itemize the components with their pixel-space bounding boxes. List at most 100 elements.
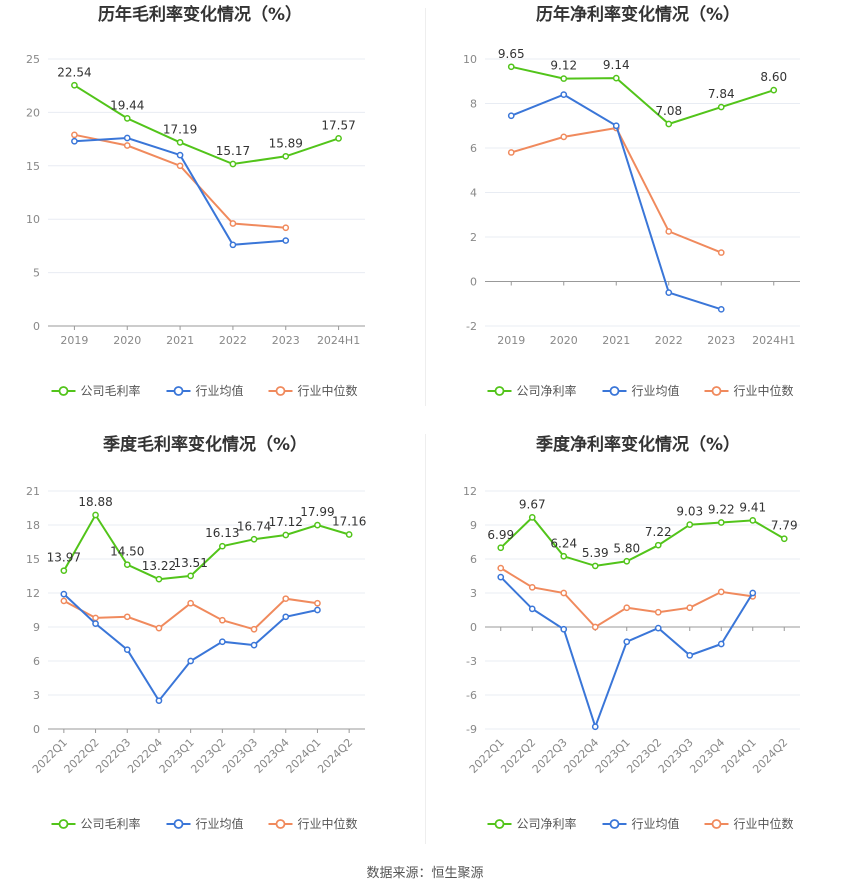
- data-point: [717, 249, 725, 256]
- data-point: [591, 623, 599, 631]
- y-tick-label: 0: [470, 276, 477, 289]
- data-point: [219, 542, 226, 550]
- data-label: 13.51: [173, 556, 207, 570]
- y-tick-label: 15: [26, 160, 40, 173]
- data-label: 9.41: [739, 500, 766, 514]
- data-point: [686, 604, 694, 612]
- legend-label: 公司净利率: [517, 383, 577, 398]
- data-point: [71, 81, 78, 89]
- y-tick-label: 0: [470, 621, 477, 634]
- data-point: [654, 541, 662, 549]
- legend-marker-icon: [173, 819, 184, 829]
- data-point: [123, 134, 131, 142]
- x-tick-label: 2024H1: [317, 334, 360, 347]
- y-tick-label: 6: [470, 142, 477, 155]
- data-label: 16.74: [237, 519, 271, 533]
- chart-title: 季度净利率变化情况（%）: [536, 434, 740, 455]
- y-tick-label: -9: [466, 723, 477, 736]
- data-point: [507, 112, 515, 120]
- data-point: [717, 305, 725, 313]
- y-tick-label: 0: [33, 320, 40, 333]
- data-point: [155, 575, 163, 583]
- series-line: [511, 65, 775, 126]
- data-label: 7.84: [708, 87, 735, 101]
- legend-item: 公司净利率: [487, 816, 577, 831]
- data-point: [282, 224, 290, 232]
- data-point: [187, 657, 194, 665]
- x-tick-label: 2024Q2: [315, 736, 355, 776]
- data-point: [92, 620, 99, 627]
- vertical-divider-top: [425, 8, 426, 406]
- y-tick-label: 9: [470, 519, 477, 532]
- data-point: [507, 149, 515, 156]
- data-point: [176, 151, 184, 159]
- series-line: [500, 515, 785, 567]
- data-point: [717, 588, 725, 596]
- data-point: [60, 567, 68, 575]
- data-point: [623, 638, 631, 646]
- data-point: [497, 573, 505, 581]
- data-label: 15.89: [269, 136, 303, 150]
- data-point: [717, 640, 725, 648]
- legend-label: 行业中位数: [734, 816, 794, 831]
- data-label: 22.54: [57, 65, 91, 79]
- data-point: [623, 557, 631, 565]
- data-point: [123, 561, 131, 569]
- data-point: [686, 651, 694, 659]
- data-point: [219, 616, 226, 624]
- data-point: [229, 241, 237, 249]
- x-tick-label: 2024Q2: [750, 736, 790, 776]
- chart-title: 季度毛利率变化情况（%）: [103, 434, 307, 455]
- legend-label: 行业中位数: [734, 383, 794, 398]
- data-label: 5.80: [613, 541, 640, 555]
- y-tick-label: 10: [463, 53, 477, 66]
- data-point: [560, 91, 568, 98]
- data-point: [282, 595, 290, 603]
- data-point: [250, 535, 258, 543]
- y-tick-label: 10: [26, 213, 40, 226]
- y-tick-label: -2: [466, 320, 477, 333]
- data-point: [560, 589, 568, 597]
- x-tick-label: 2021: [602, 334, 630, 347]
- chart-4: 季度净利率变化情况（%）-9-6-30369122022Q12022Q22022…: [463, 434, 800, 831]
- series-line: [73, 84, 339, 166]
- data-label: 15.17: [216, 144, 250, 158]
- legend-marker-icon: [609, 819, 620, 829]
- y-tick-label: 8: [470, 98, 477, 111]
- data-label: 9.14: [603, 58, 630, 72]
- series-line: [500, 567, 753, 629]
- chart-title: 历年毛利率变化情况（%）: [98, 4, 302, 25]
- data-point: [560, 75, 568, 82]
- legend-item: 行业中位数: [704, 816, 794, 831]
- legend-item: 行业中位数: [704, 383, 794, 398]
- y-tick-label: 0: [33, 723, 40, 736]
- data-label: 9.12: [550, 59, 577, 73]
- data-label: 17.99: [300, 505, 334, 519]
- legend-marker-icon: [494, 819, 505, 829]
- data-point: [335, 135, 342, 142]
- data-source-label: 数据来源：恒生聚源: [366, 866, 484, 881]
- data-label: 7.22: [645, 525, 672, 539]
- data-point: [665, 120, 673, 128]
- data-label: 16.13: [205, 526, 239, 540]
- data-point: [250, 625, 258, 633]
- series-line: [74, 133, 286, 229]
- legend-label: 公司毛利率: [81, 383, 141, 398]
- legend-marker-icon: [711, 386, 722, 396]
- data-label: 19.44: [110, 98, 144, 112]
- legend-item: 行业均值: [166, 816, 244, 831]
- data-point: [560, 133, 568, 141]
- data-point: [219, 638, 226, 646]
- vertical-divider-bottom: [425, 434, 426, 844]
- data-point: [123, 646, 131, 654]
- data-point: [665, 289, 673, 296]
- data-label: 9.67: [519, 497, 546, 511]
- data-label: 18.88: [78, 495, 112, 509]
- data-point: [187, 599, 194, 607]
- data-label: 8.60: [760, 70, 787, 84]
- data-point: [560, 625, 568, 633]
- data-label: 17.19: [163, 122, 197, 136]
- data-point: [749, 589, 757, 597]
- x-tick-label: 2019: [60, 334, 88, 347]
